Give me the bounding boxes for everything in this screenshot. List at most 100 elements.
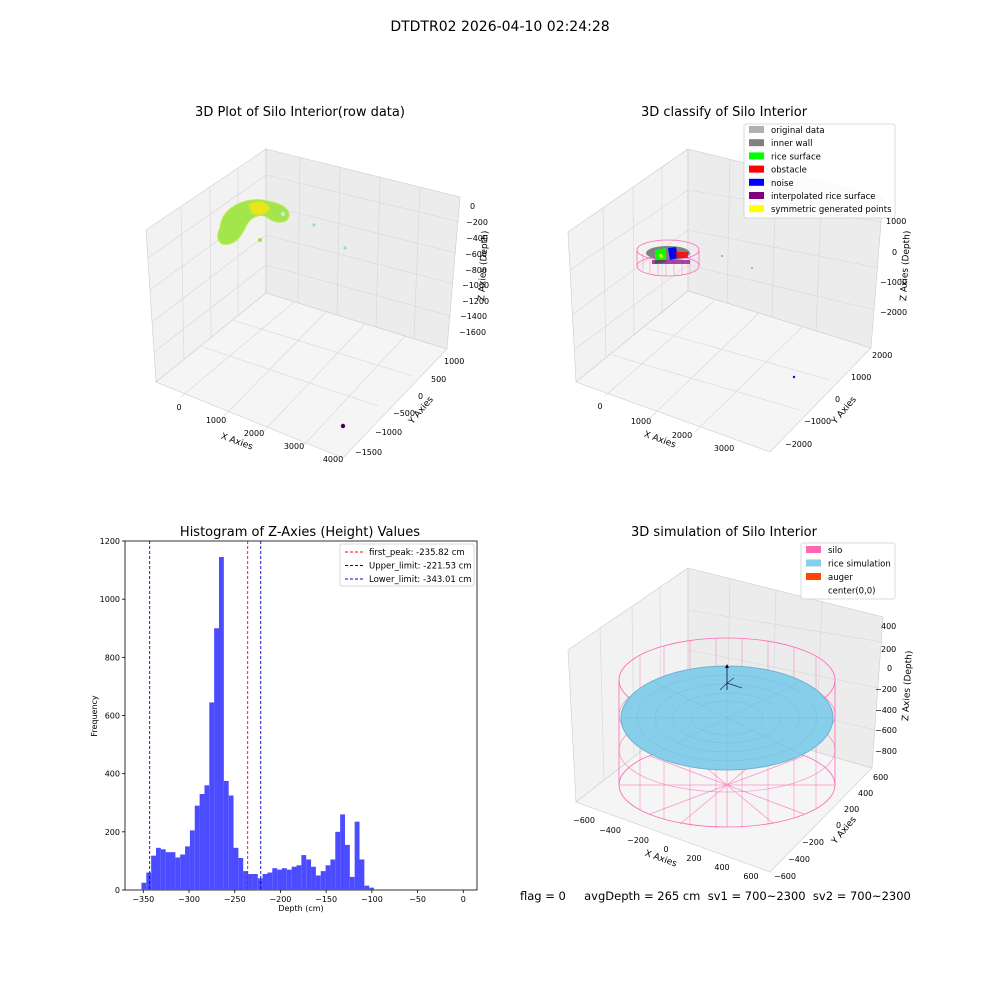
panel3-legend-swatch: [806, 586, 821, 594]
panel1-xtick: 4000: [323, 455, 343, 464]
panel1-ztick: −600: [465, 250, 487, 259]
panel3-xtick: −200: [627, 836, 649, 845]
panel1-xtick: 2000: [244, 429, 264, 438]
histogram-bar: [301, 855, 307, 890]
panel1-grid: [147, 156, 461, 447]
histogram-bar: [277, 869, 282, 890]
panel2-legend-box: [743, 123, 896, 219]
panel2-ylabel: Y Axies: [830, 395, 859, 427]
histogram-bar: [252, 874, 258, 890]
panel1-ztick: −1400: [460, 312, 487, 321]
panel3-legend-swatch: [806, 573, 821, 580]
histogram-bar: [320, 871, 326, 890]
histogram-bar: [155, 847, 161, 890]
panel1-ytick: 500: [431, 375, 446, 384]
histogram-bar: [228, 795, 234, 890]
panel3-auger: [719, 664, 743, 691]
histogram-ytick-label: 1000: [100, 595, 120, 604]
panel2-point-a: [721, 255, 723, 257]
panel2-silo: [636, 239, 700, 277]
panel1-floor-pane: [155, 292, 448, 459]
panel2-legend-label: original data: [771, 126, 825, 136]
panel1-x-ticks: 0 1000 2000 3000 4000: [176, 403, 343, 464]
panel2-obstacle: [676, 252, 688, 258]
panel1-xtick: 3000: [284, 442, 304, 451]
panel2-legend-swatch: [749, 139, 764, 147]
panel3-xtick: 0: [663, 845, 668, 854]
panel2-legend-swatch: [749, 152, 764, 160]
panel2-ztick: 0: [892, 248, 897, 257]
panel1-ytick: −1000: [375, 428, 402, 437]
panel2-legend: original data inner wall rice surface obsta…: [743, 123, 896, 219]
histogram-xtick-label: −150: [315, 895, 337, 904]
histogram-ylabel: Frequency: [90, 695, 99, 737]
panel2-ytick: −2000: [785, 440, 812, 449]
panel2-xtick: 2000: [672, 431, 692, 440]
panel3-ytick: 400: [858, 789, 873, 798]
panel3-ytick: −600: [774, 872, 796, 881]
histogram-bar: [262, 874, 268, 890]
histogram-bar: [146, 872, 152, 890]
panel2-point-c: [792, 375, 796, 379]
histogram-bar: [204, 785, 210, 890]
histogram-bar: [296, 865, 302, 890]
panel1-ytick: −1500: [355, 448, 382, 457]
panel2-y-ticks: 2000 1000 0 −1000 −2000: [785, 351, 892, 449]
histogram-bar: [214, 628, 219, 890]
panel1-ztick: 0: [470, 202, 475, 211]
panel1-ytick: −500: [393, 409, 415, 418]
panel2-interpolated: [652, 260, 690, 264]
histogram-bar: [199, 794, 205, 890]
panel3-ztick: −800: [875, 747, 897, 756]
histogram-legend-label: first_peak: -235.82 cm: [369, 548, 465, 558]
histogram-bar: [233, 847, 239, 890]
panel2-legend-label: inner wall: [771, 139, 812, 149]
histogram-y-ticks: 0 200 400 600 800 1000 1200: [100, 537, 125, 895]
histogram-xtick-label: −350: [132, 895, 154, 904]
panel3-ytick: −400: [788, 855, 810, 864]
panel2-ytick: 0: [835, 395, 840, 404]
histogram-bar: [238, 858, 244, 890]
histogram-bar: [359, 859, 365, 890]
panel1-ztick: −800: [465, 266, 487, 275]
panel2-legend-swatch: [749, 192, 764, 199]
panel2-ytick: 2000: [872, 351, 892, 360]
panel2-ztick: −2000: [880, 308, 907, 317]
panel3-ztick: −600: [875, 726, 897, 735]
histogram-bar: [243, 871, 249, 890]
panel1-point-b: [343, 246, 347, 250]
histogram-ytick-label: 600: [105, 712, 120, 721]
histogram-xtick-label: −250: [224, 895, 246, 904]
histogram-ytick-label: 0: [115, 886, 120, 895]
panel1-y-ticks: 1000 500 0 −500 −1000 −1500: [355, 357, 464, 457]
panel2-legend-label: symmetric generated points: [771, 205, 892, 215]
panel3-xlabel: X Axies: [643, 849, 678, 870]
histogram-xtick-label: 0: [461, 895, 466, 904]
panel-histogram: Histogram of Z-Axies (Height) Values −35…: [90, 525, 478, 913]
panel2-legend-label: noise: [771, 179, 794, 189]
panel3-auger-blades: [719, 677, 743, 691]
panel1-ztick: −400: [466, 234, 488, 243]
panel3-xtick: 600: [743, 872, 758, 881]
panel2-xtick: 1000: [631, 417, 651, 426]
panel1-yellow-cloud: [248, 201, 270, 215]
panel2-legend-swatch: [749, 205, 764, 213]
histogram-bar: [194, 805, 200, 890]
histogram-bar: [189, 830, 195, 890]
panel3-legend-label: center(0,0): [828, 587, 876, 597]
panel1-ztick: −1600: [459, 328, 486, 337]
panel1-title: 3D Plot of Silo Interior(row data): [195, 105, 405, 120]
panel3-legend-box: [800, 542, 896, 600]
panel2-title: 3D classify of Silo Interior: [641, 105, 808, 120]
panel3-zlabel: Z Axies (Depth): [901, 650, 915, 721]
panel3-legend-label: silo: [828, 546, 842, 556]
panel-classify-3d: 3D classify of Silo Interior: [567, 105, 913, 453]
histogram-bar: [344, 844, 350, 890]
panel2-ytick: −1000: [804, 417, 831, 426]
histogram-bar: [165, 852, 171, 890]
histogram-ytick-label: 1200: [100, 537, 120, 546]
panel2-z-ticks: 1000 0 −1000 −2000: [880, 217, 907, 317]
histogram-bar: [223, 780, 229, 890]
panel1-ytick: 1000: [444, 357, 464, 366]
